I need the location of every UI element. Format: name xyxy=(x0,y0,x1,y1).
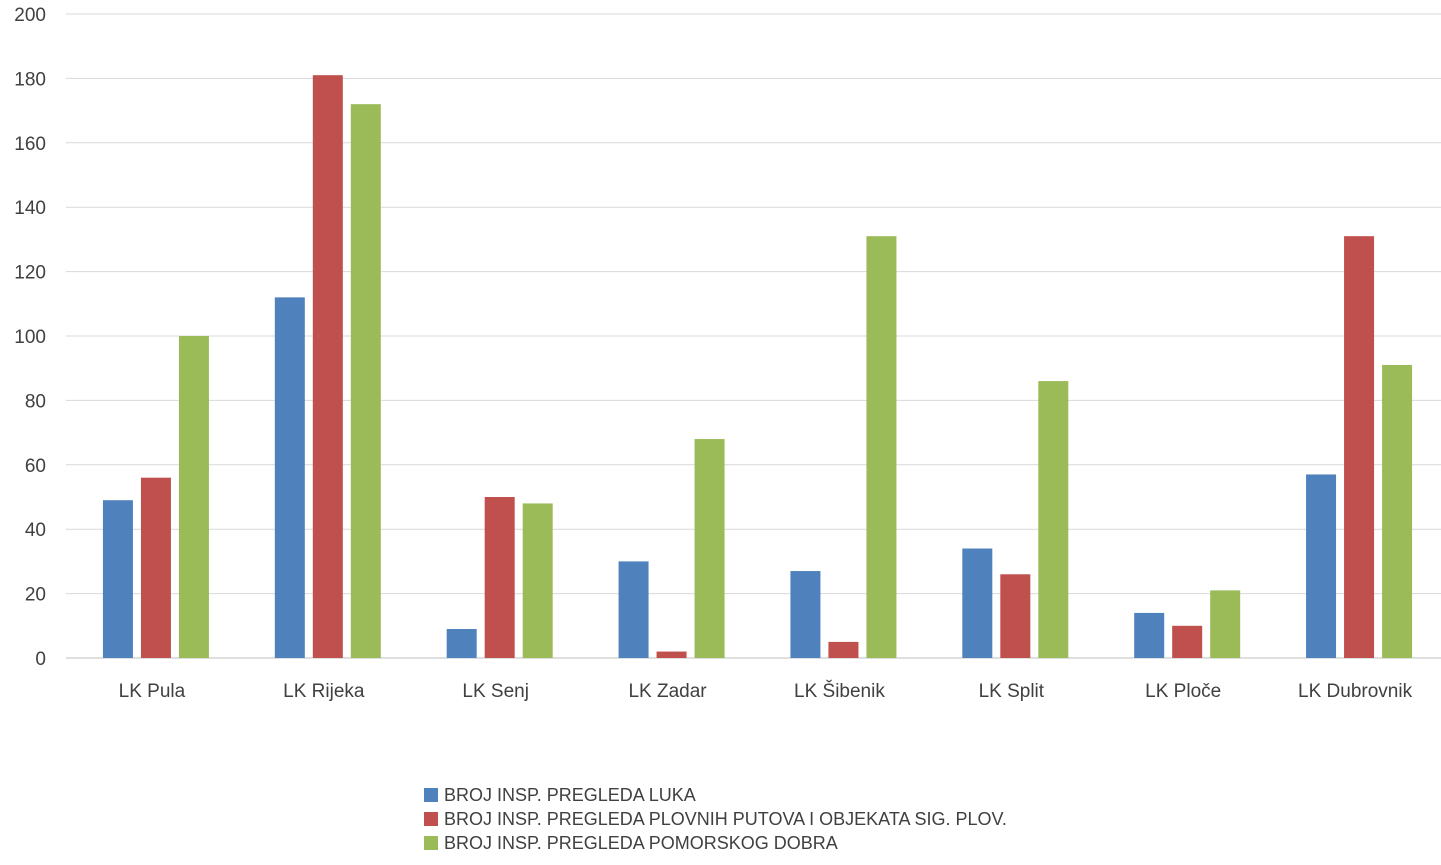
y-tick-label: 160 xyxy=(14,134,46,155)
legend: BROJ INSP. PREGLEDA LUKA BROJ INSP. PREGL… xyxy=(424,783,1007,855)
bar xyxy=(178,336,209,658)
x-tick-label: LK Senj xyxy=(462,681,529,702)
legend-label: BROJ INSP. PREGLEDA POMORSKOG DOBRA xyxy=(444,832,838,853)
bar xyxy=(1344,236,1375,658)
x-tick-label: LK Dubrovnik xyxy=(1298,681,1413,702)
y-tick-label: 20 xyxy=(25,585,46,606)
y-tick-label: 120 xyxy=(14,263,46,284)
legend-item: BROJ INSP. PREGLEDA POMORSKOG DOBRA xyxy=(424,831,1007,855)
bar xyxy=(1172,625,1203,658)
y-tick-label: 180 xyxy=(14,69,46,90)
bar xyxy=(140,477,171,658)
legend-item: BROJ INSP. PREGLEDA PLOVNIH PUTOVA I OBJ… xyxy=(424,807,1007,831)
bar xyxy=(1000,574,1031,658)
y-tick-label: 100 xyxy=(14,327,46,348)
bar xyxy=(446,629,477,658)
x-tick-label: LK Zadar xyxy=(628,681,707,702)
x-tick-label: LK Pula xyxy=(119,681,186,702)
y-tick-label: 80 xyxy=(25,391,46,412)
x-tick-label: LK Šibenik xyxy=(794,680,885,702)
legend-swatch xyxy=(424,836,438,850)
bar xyxy=(618,561,649,658)
x-tick-label: LK Split xyxy=(979,681,1045,702)
bar xyxy=(1306,474,1337,658)
y-tick-label: 60 xyxy=(25,456,46,477)
x-tick-label: LK Ploče xyxy=(1145,681,1221,702)
bar xyxy=(484,497,515,658)
bar xyxy=(522,503,553,658)
bar xyxy=(866,236,897,658)
bar xyxy=(1134,612,1165,658)
bar xyxy=(274,297,305,658)
bar xyxy=(1382,364,1413,658)
bar xyxy=(1210,590,1241,658)
y-tick-label: 140 xyxy=(14,198,46,219)
x-tick-label: LK Rijeka xyxy=(283,681,365,702)
y-tick-label: 200 xyxy=(14,5,46,26)
y-tick-label: 0 xyxy=(35,649,46,670)
bar xyxy=(312,75,343,659)
x-axis-ticks: LK Pula LK Rijeka LK Senj LK Zadar LK Šibeni… xyxy=(119,680,1413,702)
legend-label: BROJ INSP. PREGLEDA PLOVNIH PUTOVA I OBJ… xyxy=(444,808,1007,829)
y-axis-ticks: 0 20 40 60 80 100 120 140 160 180 200 xyxy=(14,5,46,670)
bar xyxy=(790,571,821,658)
legend-item: BROJ INSP. PREGLEDA LUKA xyxy=(424,783,1007,807)
bar xyxy=(102,500,133,658)
bar xyxy=(350,104,381,658)
y-tick-label: 40 xyxy=(25,520,46,541)
legend-swatch xyxy=(424,812,438,826)
bar xyxy=(1038,381,1069,658)
legend-swatch xyxy=(424,788,438,802)
bar xyxy=(828,641,859,658)
bar xyxy=(656,651,687,658)
bar xyxy=(694,439,725,658)
legend-label: BROJ INSP. PREGLEDA LUKA xyxy=(444,784,696,805)
bar xyxy=(962,548,993,658)
gridlines xyxy=(66,13,1441,659)
bars xyxy=(102,75,1413,659)
